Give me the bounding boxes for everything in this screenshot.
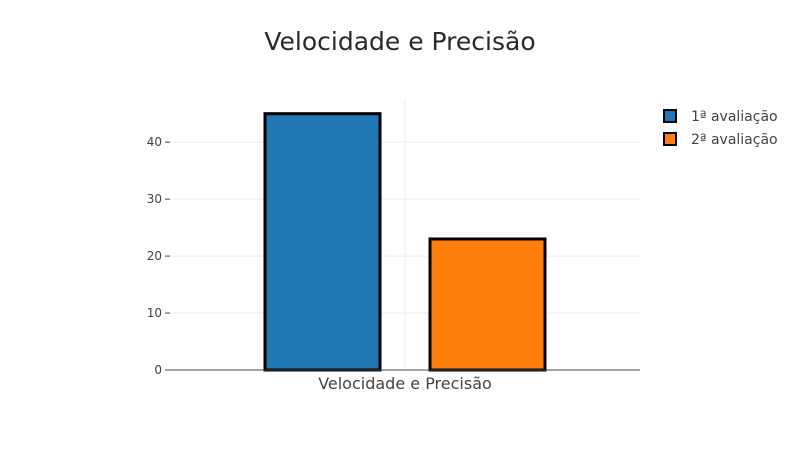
y-tick-label: 20: [147, 249, 162, 263]
legend-item-1[interactable]: 1ª avaliação: [663, 109, 778, 125]
y-axis-ticks: 0 10 20 30 40: [147, 135, 170, 377]
bar-1[interactable]: [263, 112, 382, 372]
legend-label: 1ª avaliação: [691, 109, 778, 125]
x-axis-ticks: Velocidade e Precisão: [318, 374, 492, 393]
legend-swatch: [663, 109, 677, 123]
legend-item-2[interactable]: 2ª avaliação: [663, 132, 778, 148]
plot-area: 0 10 20 30 40 Velocidade e Precisão: [147, 100, 640, 393]
x-tick-label: Velocidade e Precisão: [318, 374, 492, 393]
legend[interactable]: 1ª avaliação 2ª avaliação: [663, 109, 778, 148]
y-tick-label: 30: [147, 192, 162, 206]
legend-swatch: [663, 132, 677, 146]
y-tick-label: 40: [147, 135, 162, 149]
y-tick-label: 0: [154, 363, 162, 377]
legend-label: 2ª avaliação: [691, 132, 778, 148]
bars: [263, 112, 547, 372]
chart-title: Velocidade e Precisão: [264, 27, 535, 56]
y-tick-label: 10: [147, 306, 162, 320]
gridlines: [170, 100, 640, 370]
bar-2[interactable]: [428, 237, 547, 372]
